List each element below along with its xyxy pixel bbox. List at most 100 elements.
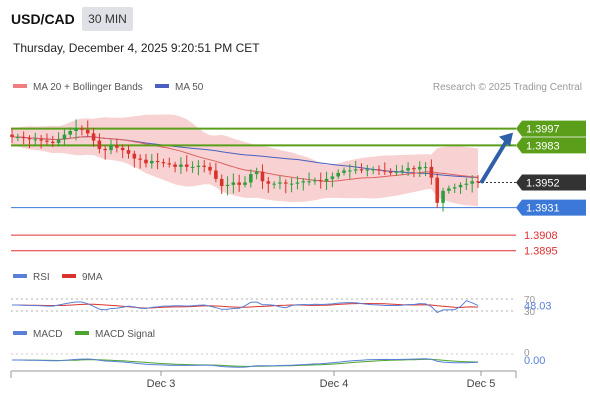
candle-body <box>62 134 67 140</box>
candle-body <box>371 169 375 171</box>
candle <box>353 160 358 174</box>
candle-body <box>318 180 323 182</box>
candle-body <box>447 188 451 191</box>
candle <box>91 127 96 147</box>
level-label-current: 1.3952 <box>516 174 586 191</box>
candle <box>260 164 265 189</box>
candle <box>301 177 306 191</box>
candle-body <box>115 145 119 148</box>
candle-body <box>150 160 154 164</box>
candle <box>266 176 271 193</box>
candle-body <box>266 181 271 184</box>
candle <box>184 155 189 172</box>
candle <box>441 187 445 212</box>
candle <box>464 178 469 190</box>
candle <box>45 133 49 145</box>
candle-body <box>336 172 340 177</box>
price-levels <box>11 127 516 252</box>
candle <box>208 162 212 175</box>
candle-body <box>33 139 38 141</box>
candle-body <box>342 170 346 173</box>
level-labels: 1.3997 1.3983 1.3952 1.3931 1.3908 1.3895 <box>516 120 586 258</box>
candle <box>21 131 26 145</box>
candle-body <box>91 133 96 141</box>
rsi-legend-label: RSI <box>33 272 50 283</box>
candle <box>336 169 340 180</box>
candle <box>278 175 282 190</box>
candle-body <box>283 182 288 184</box>
rsi-line <box>12 300 479 314</box>
candle-body <box>383 170 387 172</box>
candle <box>138 154 142 169</box>
candle-body <box>324 178 329 182</box>
candle-body <box>27 138 32 140</box>
candle-body <box>377 169 381 171</box>
candle <box>202 160 207 173</box>
candle <box>115 139 119 153</box>
level-label-badge <box>516 120 586 137</box>
macd-zero-label: 0 <box>524 348 530 359</box>
candle-body <box>476 181 480 183</box>
candle <box>103 145 107 160</box>
candle-body <box>109 145 113 151</box>
candle <box>109 139 113 155</box>
candle <box>377 165 381 176</box>
ma50-legend-swatch <box>155 84 169 88</box>
candle-body <box>417 166 422 170</box>
rsi-guide-label: 70 <box>524 295 536 306</box>
candle-body <box>202 165 207 167</box>
ma20-legend-swatch <box>13 84 27 88</box>
candle-body <box>74 128 78 131</box>
candle-body <box>214 170 218 179</box>
rsi-legend-swatch <box>13 274 27 278</box>
candle <box>39 134 43 149</box>
candle <box>470 174 474 193</box>
candle-body <box>39 139 43 141</box>
candle-body <box>412 168 416 170</box>
x-axis-tick-label: Dec 4 <box>320 378 349 390</box>
level-label-text: 1.3997 <box>526 124 560 136</box>
candle-body <box>435 177 440 203</box>
candle <box>365 164 370 177</box>
level-label-text: 1.3931 <box>526 203 560 215</box>
candle-body <box>132 153 137 159</box>
ma50-legend-label: MA 50 <box>175 82 204 93</box>
candle-body <box>394 171 399 173</box>
candle-body <box>167 163 172 165</box>
level-label-badge <box>516 137 586 154</box>
candle-body <box>144 159 148 164</box>
arrow-head <box>499 132 513 147</box>
level-label-text: 1.3983 <box>526 140 560 152</box>
candle-body <box>348 170 352 172</box>
candle <box>68 127 73 138</box>
macd-current-label: 0.00 <box>524 355 545 367</box>
candle <box>435 173 440 208</box>
timestamp: Thursday, December 4, 2025 9:20:51 PM CE… <box>13 41 260 55</box>
candle <box>307 172 311 186</box>
level-label-text: 1.3895 <box>524 246 558 258</box>
candle <box>150 154 154 169</box>
level-label-resistance: 1.3983 <box>516 137 586 154</box>
candle-body <box>196 165 201 167</box>
macd-line <box>12 358 479 368</box>
candle <box>237 174 241 192</box>
candle <box>283 179 288 194</box>
candle-body <box>138 158 142 160</box>
candle <box>190 161 195 173</box>
candle-body <box>406 168 410 171</box>
rsi-ma-legend-swatch <box>62 274 76 278</box>
candle <box>56 132 61 147</box>
candle-body <box>289 183 294 185</box>
candle <box>144 153 148 168</box>
candle-body <box>10 134 14 137</box>
timeframe-badge[interactable] <box>82 7 133 31</box>
candle-body <box>173 164 177 167</box>
candle <box>161 158 166 168</box>
candle <box>167 157 172 168</box>
candle-body <box>231 182 236 185</box>
candle <box>10 128 14 144</box>
moving-averages <box>12 136 479 183</box>
